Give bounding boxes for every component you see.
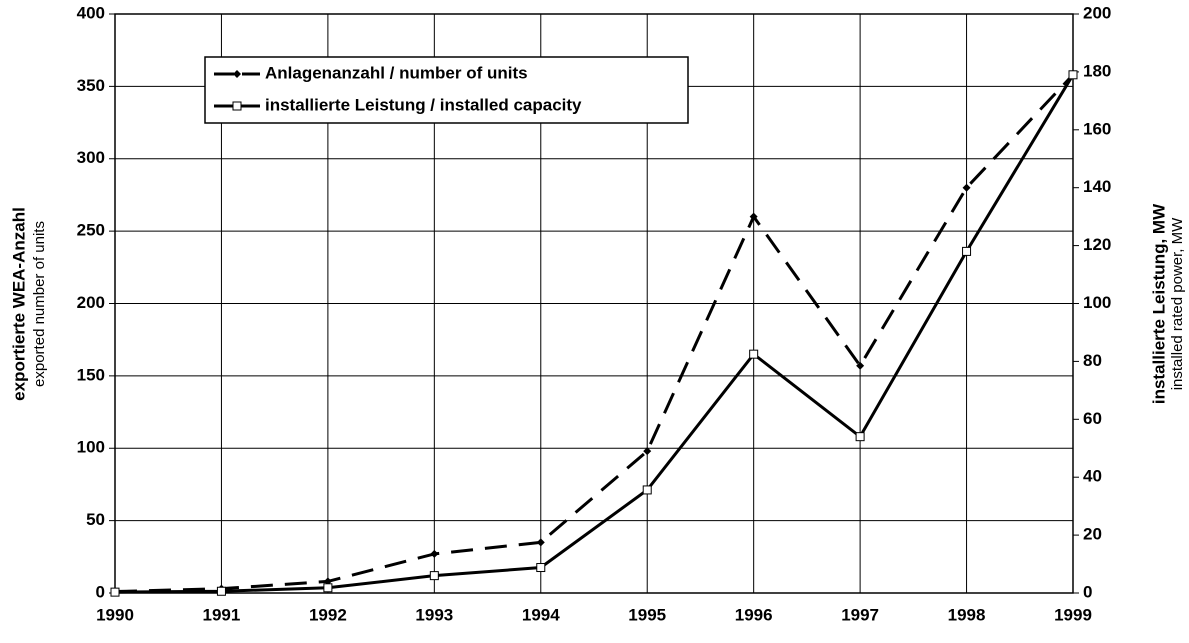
y-tick-label: 300 [77,148,105,167]
y-tick-label: 150 [77,365,105,384]
point-marker [1068,70,1078,80]
y-axis-label: exportierte WEA-Anzahl [9,207,28,401]
series-line [114,73,1075,594]
point-marker [855,432,865,442]
y-tick-label: 100 [77,438,105,457]
x-tick-label: 1998 [948,605,986,624]
y2-axis-sublabel: installed rated power, MW [1169,217,1186,390]
legend-box [204,56,689,124]
x-tick-label: 1995 [628,605,666,624]
y2-tick-label: 80 [1083,351,1102,370]
y-axis-sublabel: exported number of units [31,221,48,387]
point-marker [216,586,226,596]
y2-tick-label: 140 [1083,177,1111,196]
y2-tick-label: 160 [1083,119,1111,138]
point-marker [429,571,439,581]
x-tick-label: 1994 [522,605,560,624]
y-tick-label: 0 [96,582,105,601]
point-marker [643,447,652,456]
point-marker [749,212,758,221]
y2-tick-label: 120 [1083,235,1111,254]
y-tick-label: 350 [77,76,105,95]
y2-tick-label: 200 [1083,3,1111,22]
y2-tick-label: 100 [1083,293,1111,312]
legend-label: installierte Leistung / installed capaci… [265,95,582,114]
point-marker [536,538,545,547]
point-marker [110,587,120,597]
x-tick-label: 1991 [203,605,241,624]
point-marker [962,183,971,192]
y2-tick-label: 0 [1083,582,1092,601]
point-marker [536,563,546,573]
legend: Anlagenanzahl / number of units installie… [204,56,689,124]
y-tick-label: 400 [77,3,105,22]
point-marker [962,246,972,256]
y2-tick-label: 60 [1083,409,1102,428]
series-line [114,74,1075,594]
point-marker [856,361,865,370]
y2-tick-label: 40 [1083,467,1102,486]
x-tick-label: 1992 [309,605,347,624]
x-tick-label: 1993 [415,605,453,624]
x-tick-label: 1997 [841,605,879,624]
y-tick-label: 250 [77,221,105,240]
point-marker [749,349,759,359]
legend-label: Anlagenanzahl / number of units [265,63,528,82]
legend-marker [233,70,241,78]
point-marker [430,549,439,558]
y2-tick-label: 20 [1083,525,1102,544]
y2-tick-label: 180 [1083,61,1111,80]
plot-frame [114,13,1074,594]
y2-axis-label: installierte Leistung, MW [1149,203,1168,404]
x-tick-label: 1990 [96,605,134,624]
y-tick-label: 200 [77,293,105,312]
y-tick-label: 50 [86,510,105,529]
x-tick-label: 1999 [1054,605,1092,624]
point-marker [323,583,333,593]
point-marker [642,485,652,495]
x-tick-label: 1996 [735,605,773,624]
legend-marker [232,101,242,111]
